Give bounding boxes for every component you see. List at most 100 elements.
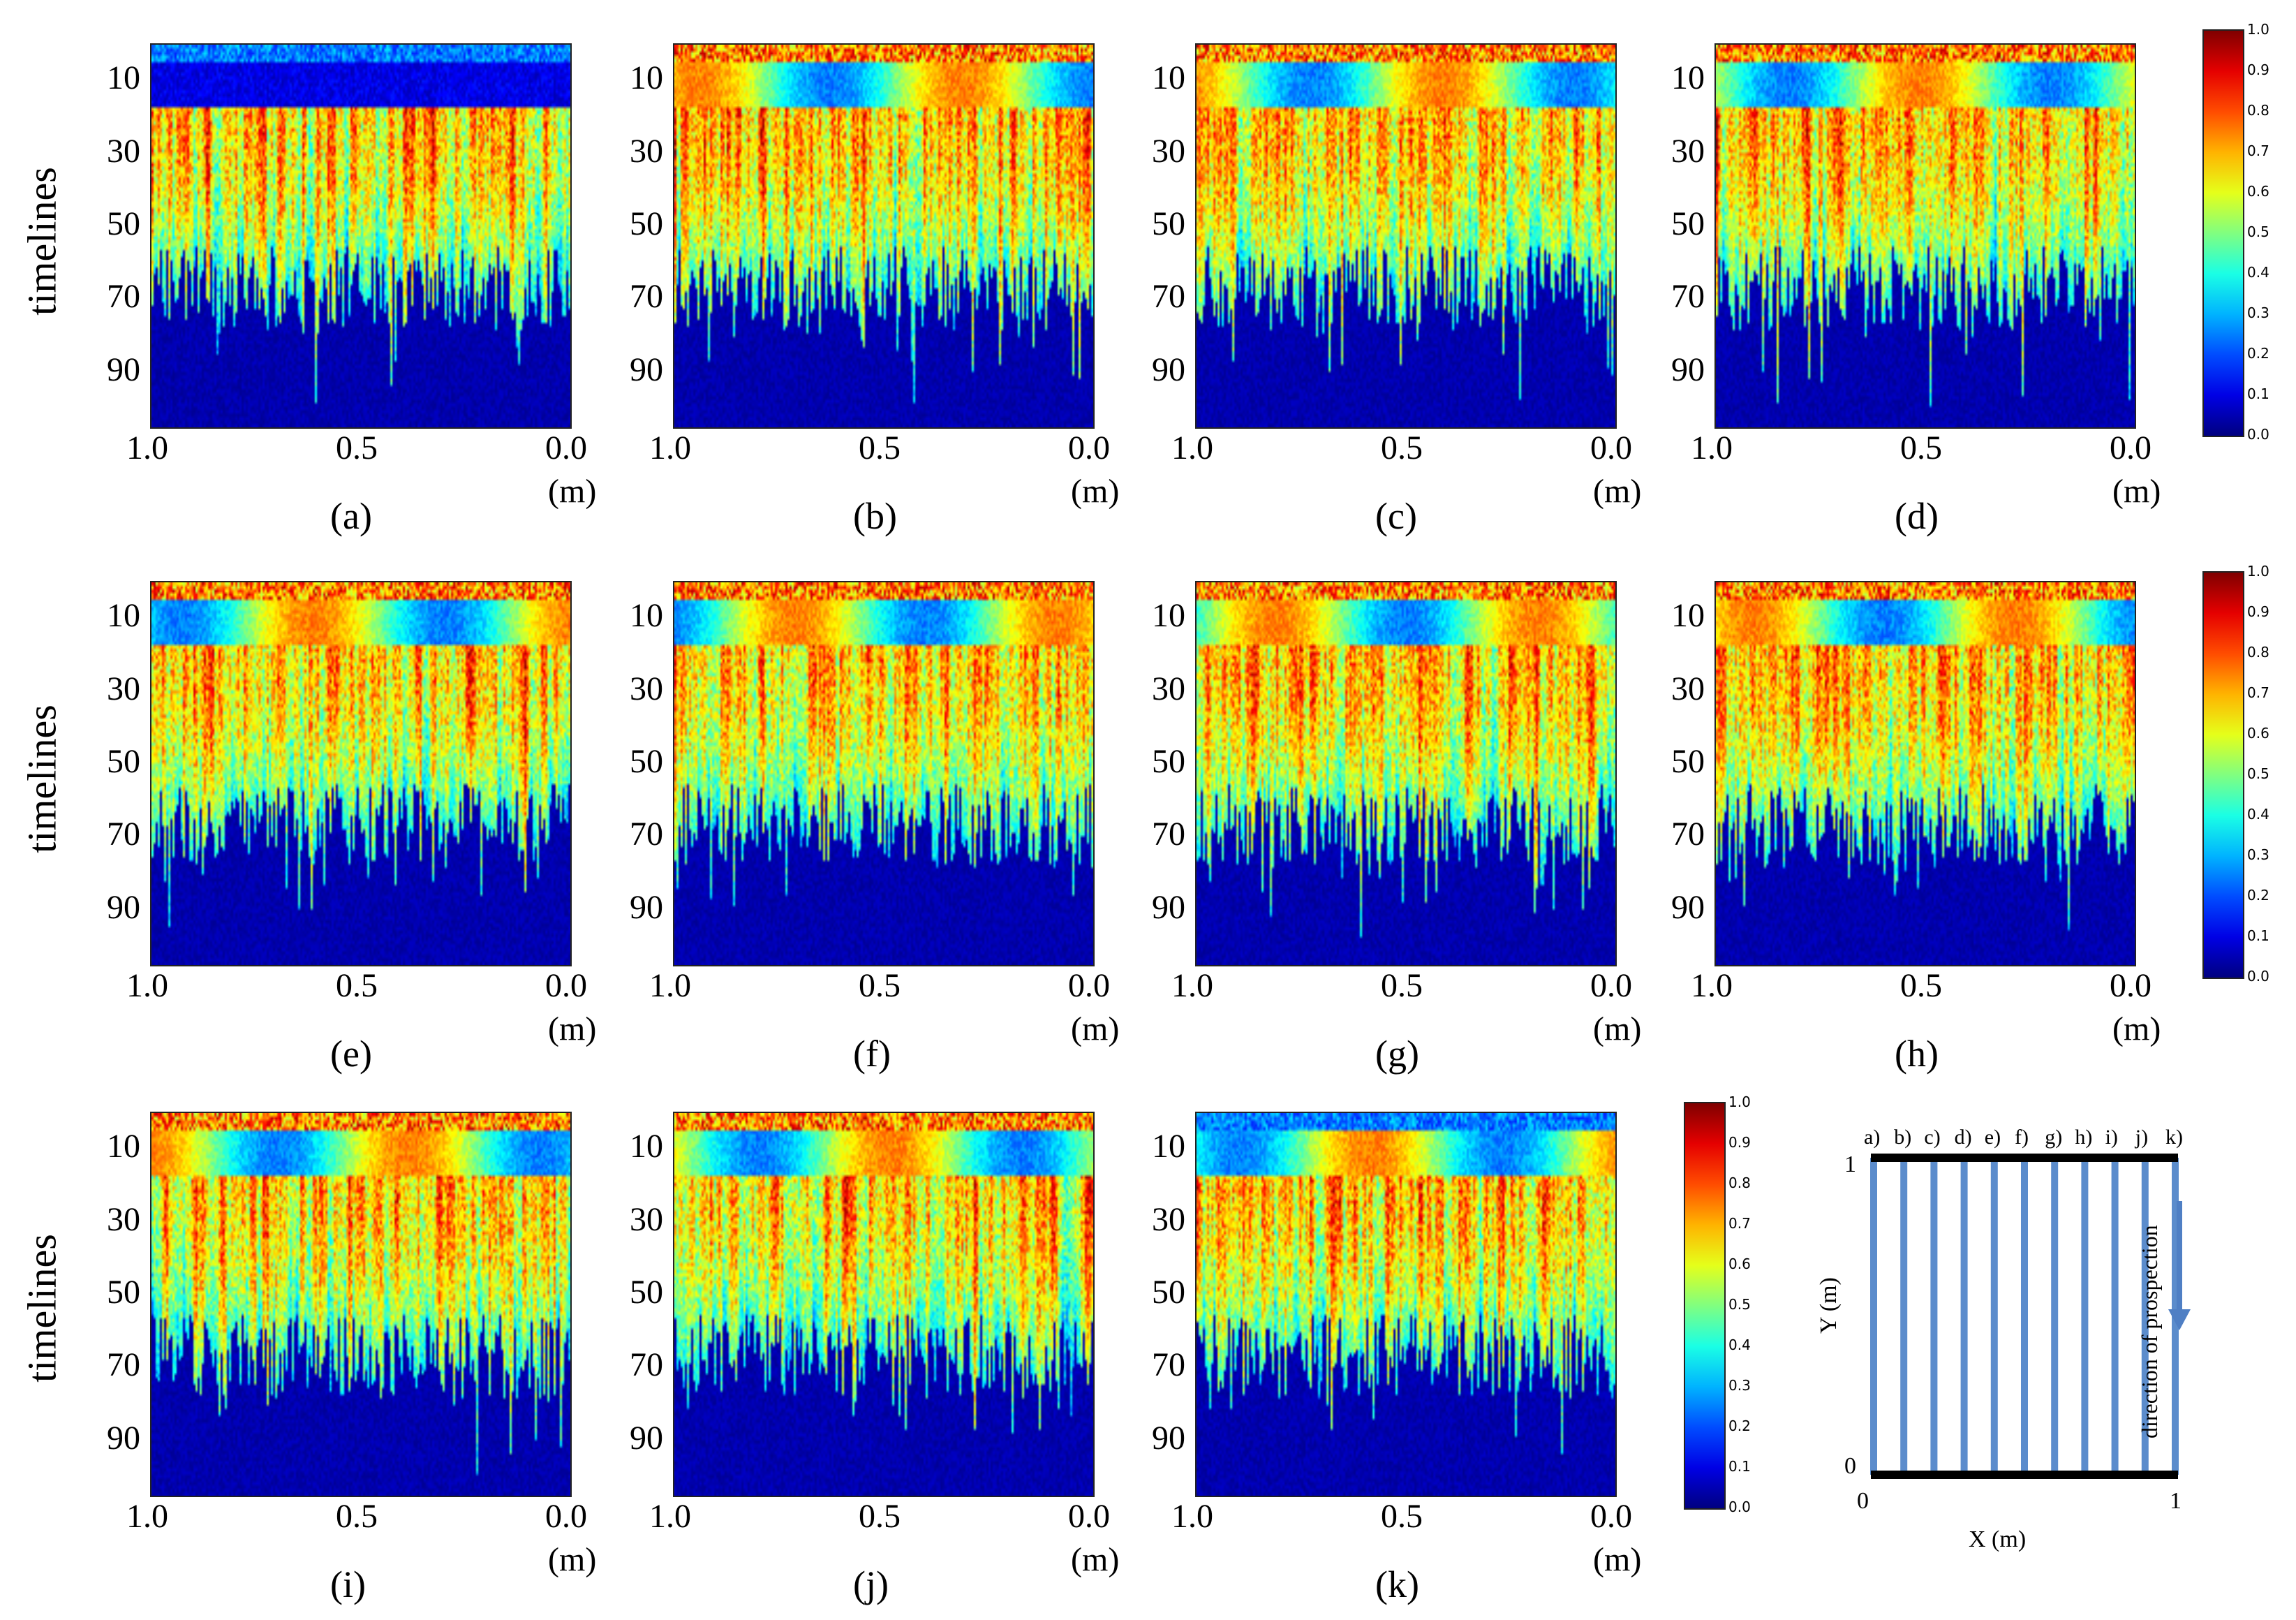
x-tick-label: 1.0 [649,429,691,466]
colorbar-gradient [2202,29,2244,437]
colorbar-tick-label: 0.9 [1728,1134,1751,1151]
profile-label: a) [1864,1126,1880,1149]
y-tick-label: 70 [630,1346,663,1384]
heatmap-cells [674,1113,1093,1496]
x-tick-label: 1.0 [1171,429,1213,466]
colorbar-tick-label: 0.1 [2247,927,2269,944]
y-tick-label: 90 [107,351,140,388]
x-tick-label: 0.5 [1900,967,1942,1004]
y-tick-label: 70 [1152,278,1185,316]
y-tick-label: 70 [1671,278,1705,316]
y-tick-label: 90 [1152,888,1185,926]
y-tick-label: 50 [107,1273,140,1311]
heatmap-plot-area [1714,581,2136,966]
x-tick-label: 0.5 [859,1498,901,1535]
colorbar-tick-label: 0.4 [1728,1336,1751,1353]
heatmap-plot-area [1195,581,1617,966]
profile-label: h) [2075,1126,2092,1149]
x-tick-label: 0.5 [1381,1498,1423,1535]
colorbar-tick-label: 0.9 [2247,61,2269,78]
y-tick-label: 50 [1671,742,1705,780]
y-tick-label: 50 [107,205,140,242]
diagram-y-axis-label: Y (m) [1816,1277,1842,1334]
profile-label: j) [2135,1126,2148,1149]
y-tick-label: 10 [630,59,663,97]
profile-labels: a) b) c) d) e) f) g) h) i) j) k) [1864,1126,2183,1149]
profile-label: k) [2165,1126,2183,1149]
y-tick-label: 70 [1152,1346,1185,1384]
colorbar-tick-label: 0.5 [1728,1296,1751,1313]
colorbar-tick-label: 0.3 [2247,304,2269,321]
panel-caption: (f) [853,1033,891,1075]
profile-label: g) [2045,1126,2062,1149]
colorbar-tick-label: 0.7 [2247,684,2269,701]
heatmap-plot-area [1714,43,2136,429]
y-tick-label: 10 [1152,597,1185,635]
x-tick-label: 0.5 [1900,429,1942,466]
x-tick-label: 1.0 [1691,967,1733,1004]
heatmap-plot-area [673,43,1095,429]
colorbar-tick-label: 0.2 [2247,887,2269,904]
y-tick-label: 10 [107,1128,140,1165]
x-tick-label: 0.0 [1590,429,1632,466]
x-axis-unit: (m) [1593,1010,1642,1047]
direction-arrow-head [2168,1309,2191,1330]
y-tick-label: 30 [1152,1200,1185,1238]
direction-label: direction of prospection [2137,1225,2162,1438]
heatmap-cells [674,582,1093,965]
x-axis-unit: (m) [2112,473,2161,510]
y-tick-label: 30 [1152,132,1185,170]
profile-label: d) [1955,1126,1972,1149]
x-tick-label: 1.0 [126,429,168,466]
x-tick-label: 0.0 [2110,967,2151,1004]
y-tick-label: 90 [630,351,663,388]
y-tick-top: 1 [1844,1151,1856,1177]
heatmap-plot-area [1195,1112,1617,1497]
colorbar-tick-label: 0.4 [2247,806,2269,823]
colorbar-gradient [2202,571,2244,979]
x-tick-label: 1.0 [649,967,691,1004]
panel-caption: (g) [1375,1033,1419,1075]
y-axis-label-row2: timelines [19,705,65,853]
colorbar-tick-label: 0.9 [2247,603,2269,620]
x-axis-unit: (m) [1593,473,1642,510]
x-tick-label: 0.0 [545,967,587,1004]
x-axis-unit: (m) [1071,1541,1120,1578]
panel-caption: (h) [1895,1033,1939,1075]
heatmap-plot-area [150,43,572,429]
x-axis-unit: (m) [2112,1010,2161,1047]
colorbar-tick-label: 0.7 [2247,142,2269,159]
x-tick-label: 0.0 [1068,967,1110,1004]
y-tick-label: 50 [630,205,663,242]
heatmap-plot-area [150,581,572,966]
y-tick-label: 30 [630,1200,663,1238]
x-tick-label: 0.5 [859,967,901,1004]
x-tick-label: 0.0 [545,429,587,466]
x-tick-label: 0.0 [1068,429,1110,466]
x-tick-label: 0.0 [545,1498,587,1535]
x-tick-label: 0.5 [1381,967,1423,1004]
colorbar-tick-label: 0.0 [2247,426,2269,443]
profile-label: i) [2105,1126,2118,1149]
x-tick-label: 1.0 [1691,429,1733,466]
x-axis-unit: (m) [548,1010,597,1047]
y-tick-label: 90 [630,888,663,926]
y-tick-label: 30 [1671,670,1705,707]
panel-caption: (c) [1375,495,1417,537]
y-tick-label: 70 [1671,816,1705,853]
y-tick-label: 50 [630,742,663,780]
colorbar-tick-label: 0.6 [2247,725,2269,742]
y-tick-bottom: 0 [1844,1453,1856,1479]
colorbar-tick-label: 0.3 [2247,846,2269,863]
heatmap-cells [151,582,570,965]
x-tick-label: 0.0 [1068,1498,1110,1535]
colorbar-tick-label: 0.4 [2247,264,2269,281]
colorbar-tick-label: 1.0 [1728,1094,1751,1110]
heatmap-cells [1716,582,2135,965]
panel-caption: (d) [1895,495,1939,537]
x-axis-unit: (m) [548,473,597,510]
colorbar-tick-label: 0.8 [1728,1174,1751,1191]
heatmap-plot-area [1195,43,1617,429]
y-tick-label: 10 [1671,597,1705,635]
y-tick-label: 30 [1152,670,1185,707]
